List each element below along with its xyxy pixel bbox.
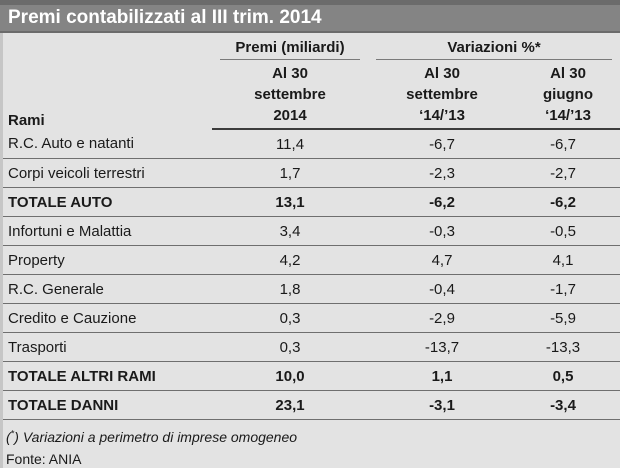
table-footer: (*) Variazioni a perimetro di imprese omo… — [0, 420, 620, 468]
row-label: Trasporti — [0, 332, 212, 362]
footnote-text: Variazioni a perimetro di imprese omogen… — [22, 429, 298, 445]
cell-var-settembre: 4,7 — [368, 245, 516, 275]
column-header-rami: Rami — [8, 112, 45, 129]
cell-premi: 1,8 — [212, 274, 368, 304]
cell-var-giugno: -2,7 — [516, 158, 620, 188]
cell-premi: 23,1 — [212, 390, 368, 420]
cell-premi: 11,4 — [212, 129, 368, 159]
cell-var-giugno: -0,5 — [516, 216, 620, 246]
cell-var-settembre: -0,3 — [368, 216, 516, 246]
page-title: Premi contabilizzati al III trim. 2014 — [8, 7, 322, 28]
row-label: Property — [0, 245, 212, 275]
row-label: TOTALE ALTRI RAMI — [0, 361, 212, 391]
column-header-premi-settembre: Al 30 settembre 2014 — [212, 60, 368, 130]
table-row: R.C. Auto e natanti 11,4 -6,7 -6,7 — [0, 129, 620, 159]
table-header: Rami Premi (miliardi) Variazioni %* Al 3… — [0, 33, 620, 130]
cell-premi: 4,2 — [212, 245, 368, 275]
footnote-asterisk: * — [10, 428, 15, 439]
cell-premi: 10,0 — [212, 361, 368, 391]
cell-var-giugno: -6,7 — [516, 129, 620, 159]
table-row: Infortuni e Malattia 3,4 -0,3 -0,5 — [0, 216, 620, 246]
table-row: R.C. Generale 1,8 -0,4 -1,7 — [0, 274, 620, 304]
cell-var-giugno: 0,5 — [516, 361, 620, 391]
premi-table: Rami Premi (miliardi) Variazioni %* Al 3… — [0, 33, 620, 420]
cell-premi: 1,7 — [212, 158, 368, 188]
table-row: Trasporti 0,3 -13,7 -13,3 — [0, 332, 620, 362]
footnote: (*) Variazioni a perimetro di imprese omo… — [6, 427, 620, 447]
row-label: Corpi veicoli terrestri — [0, 158, 212, 188]
table-row: Corpi veicoli terrestri 1,7 -2,3 -2,7 — [0, 158, 620, 188]
row-label: Credito e Cauzione — [0, 303, 212, 333]
sub-header-row: Al 30 settembre 2014 Al 30 settembre ‘14… — [0, 60, 620, 130]
cell-var-settembre: -6,7 — [368, 129, 516, 159]
cell-var-giugno: 4,1 — [516, 245, 620, 275]
footnote-paren-close: ) — [14, 429, 19, 445]
row-label: TOTALE AUTO — [0, 187, 212, 217]
column-header-var-settembre: Al 30 settembre ‘14/’13 — [368, 60, 516, 130]
column-header-var-giugno: Al 30 giugno ‘14/’13 — [516, 60, 620, 130]
footnote-paren-open: ( — [6, 429, 11, 445]
cell-var-settembre: -2,3 — [368, 158, 516, 188]
table-row-total: TOTALE ALTRI RAMI 10,0 1,1 0,5 — [0, 361, 620, 391]
title-bar: Premi contabilizzati al III trim. 2014 — [0, 0, 620, 33]
group-header-variazioni-label: Variazioni %* — [376, 39, 612, 60]
cell-premi: 0,3 — [212, 332, 368, 362]
cell-var-giugno: -3,4 — [516, 390, 620, 420]
cell-var-settembre: -3,1 — [368, 390, 516, 420]
cell-var-settembre: 1,1 — [368, 361, 516, 391]
cell-var-settembre: -2,9 — [368, 303, 516, 333]
cell-premi: 3,4 — [212, 216, 368, 246]
table-row: Property 4,2 4,7 4,1 — [0, 245, 620, 275]
cell-var-giugno: -6,2 — [516, 187, 620, 217]
group-header-premi: Premi (miliardi) — [212, 33, 368, 60]
table-body: R.C. Auto e natanti 11,4 -6,7 -6,7 Corpi… — [0, 129, 620, 420]
table-row-total: TOTALE AUTO 13,1 -6,2 -6,2 — [0, 187, 620, 217]
row-label: Infortuni e Malattia — [0, 216, 212, 246]
cell-var-giugno: -13,3 — [516, 332, 620, 362]
table-row: Credito e Cauzione 0,3 -2,9 -5,9 — [0, 303, 620, 333]
cell-var-giugno: -5,9 — [516, 303, 620, 333]
row-label: TOTALE DANNI — [0, 390, 212, 420]
cell-premi: 0,3 — [212, 303, 368, 333]
source-label: Fonte: ANIA — [6, 451, 82, 467]
group-header-variazioni: Variazioni %* — [368, 33, 620, 60]
group-header-premi-label: Premi (miliardi) — [220, 39, 360, 60]
group-header-row: Rami Premi (miliardi) Variazioni %* — [0, 33, 620, 129]
cell-var-settembre: -0,4 — [368, 274, 516, 304]
cell-var-settembre: -13,7 — [368, 332, 516, 362]
cell-premi: 13,1 — [212, 187, 368, 217]
cell-var-settembre: -6,2 — [368, 187, 516, 217]
cell-var-giugno: -1,7 — [516, 274, 620, 304]
table-row-total: TOTALE DANNI 23,1 -3,1 -3,4 — [0, 390, 620, 420]
row-label: R.C. Auto e natanti — [0, 129, 212, 159]
row-label: R.C. Generale — [0, 274, 212, 304]
